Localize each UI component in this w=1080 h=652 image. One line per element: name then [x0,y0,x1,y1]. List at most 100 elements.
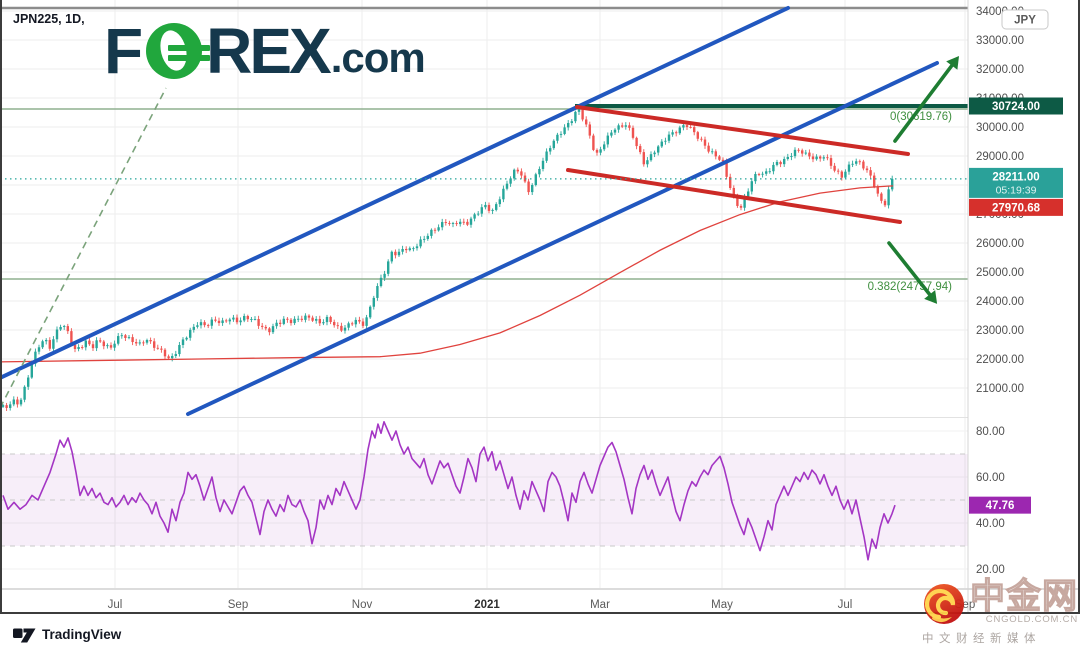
candle [552,140,555,149]
candle [127,337,131,339]
candle [804,152,807,154]
rsi-badge [969,496,1031,514]
candle [700,138,703,140]
candle [786,156,789,159]
candle [153,341,156,348]
time-tick-label: 2021 [474,599,500,611]
level-badge-label: 30724.00 [992,101,1040,113]
candle [70,331,73,345]
candle [765,171,768,174]
candle [88,340,91,345]
dashed-trendline [0,87,167,409]
candle [109,345,113,348]
candle [199,322,203,326]
candle [347,323,350,328]
candle [826,157,829,159]
candle [59,326,62,330]
candle [77,347,80,349]
candle [887,189,890,206]
candle [145,339,149,343]
candle [340,325,343,331]
time-tick-label: Sep [228,599,248,611]
candle [610,132,613,136]
candle [322,322,325,324]
candle [631,127,635,138]
candle [588,124,591,136]
candle [354,319,357,325]
candle [639,146,642,153]
candle [426,235,429,239]
candle [858,161,861,163]
ma-line [0,185,894,363]
price-tick-label: 25000.00 [976,267,1024,279]
time-tick-label: Jul [108,599,123,611]
candle [549,148,552,152]
candle [286,318,289,320]
candle [585,119,588,125]
candle [516,169,519,172]
candle [844,171,847,178]
trendline-blue [0,6,790,380]
candle [383,273,386,278]
candle [484,204,487,208]
candle [361,321,365,326]
candle [577,108,581,112]
tradingview-logo[interactable]: TradingView [13,626,121,643]
rsi-tick-label: 60.00 [976,472,1005,484]
candle [1,405,5,407]
candle [469,218,473,225]
candle [750,181,753,192]
candle [181,339,185,345]
candle [210,319,213,326]
candle [790,156,793,158]
candle [865,168,869,171]
forex-logo: F REX .com [104,19,426,83]
price-tick-label: 23000.00 [976,325,1024,337]
candle [27,377,30,387]
candle [837,170,840,172]
candle [682,125,685,128]
candle [729,176,732,188]
candle [149,339,152,342]
candle [570,121,573,124]
candle [23,386,26,400]
trendline-blue [186,61,939,416]
candle [592,135,595,150]
candle [41,341,44,348]
candle [779,161,782,165]
candle [336,325,339,327]
candle [819,156,822,159]
candle [797,149,800,151]
candle [401,248,404,252]
candle [556,134,559,141]
candle [318,318,321,324]
candle [520,171,523,176]
candle [246,315,249,320]
candle [801,150,804,154]
candle [228,319,231,322]
candle [840,171,843,178]
time-tick-label: Jul [838,599,853,611]
tradingview-icon [13,628,36,643]
candle [487,204,491,211]
candle [671,132,674,135]
cngold-domain: CNGOLD.COM.CN [985,614,1079,625]
candle [268,328,271,333]
candle [822,157,825,159]
candle [783,158,786,165]
candle [214,319,217,321]
candle [880,193,883,201]
candle [174,354,177,356]
currency-badge [1001,9,1049,30]
candle [376,286,379,298]
last-price-label: 28211.00 [992,171,1039,183]
candle [250,319,253,320]
candle [315,318,318,321]
candle [772,164,775,172]
candle [167,356,170,359]
candle [606,135,609,145]
candle [185,337,188,340]
candle [405,248,408,251]
